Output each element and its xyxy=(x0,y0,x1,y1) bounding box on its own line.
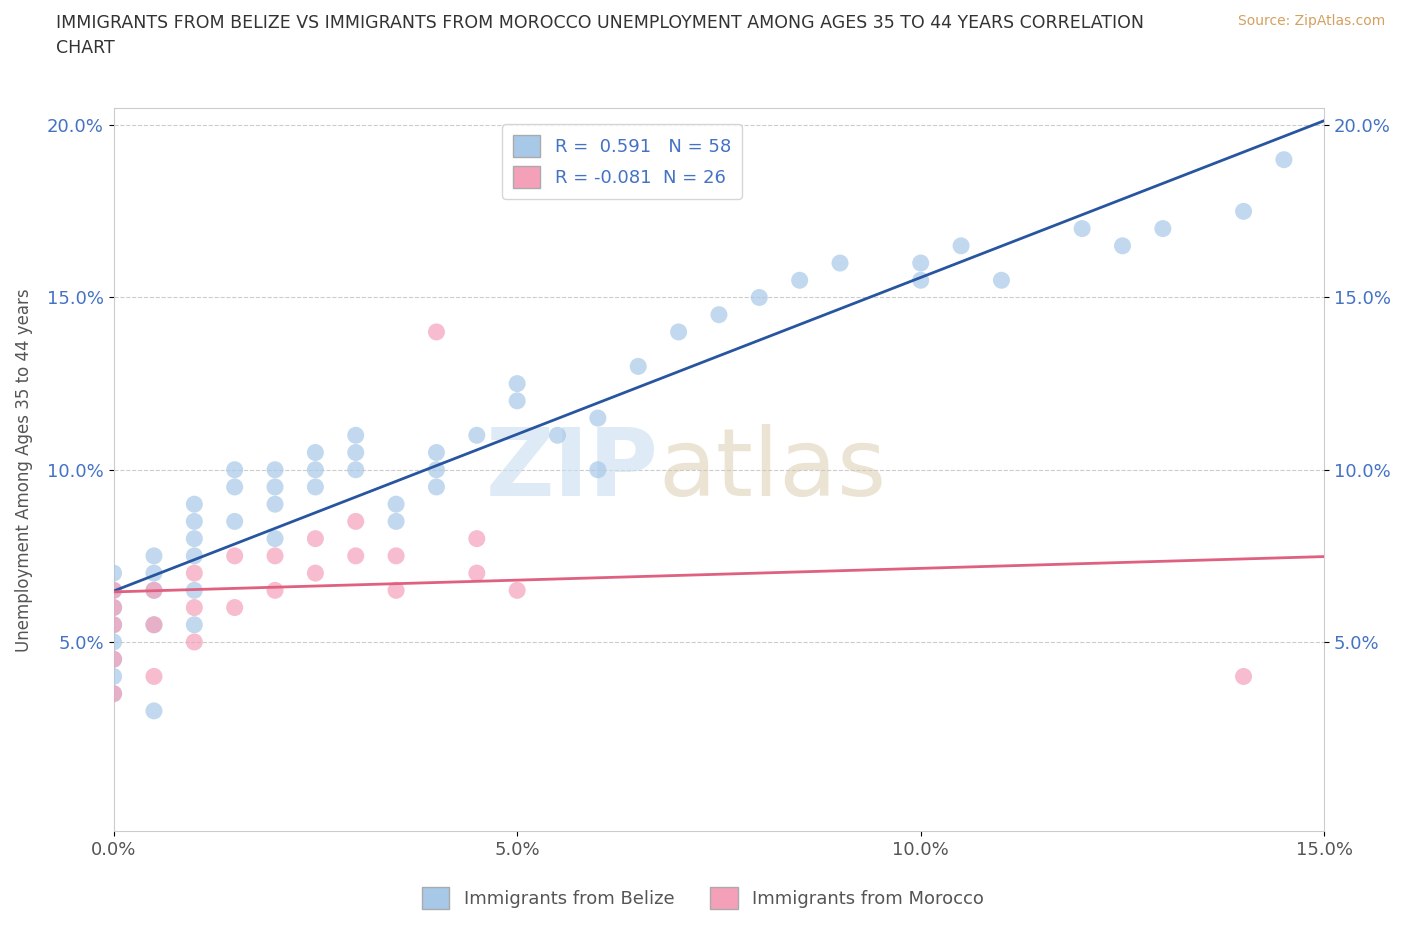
Point xyxy=(385,497,408,512)
Point xyxy=(385,514,408,529)
Point xyxy=(264,462,287,477)
Point xyxy=(183,549,205,564)
Point xyxy=(586,411,609,426)
Legend: Immigrants from Belize, Immigrants from Morocco: Immigrants from Belize, Immigrants from … xyxy=(415,880,991,916)
Point xyxy=(990,272,1012,287)
Point xyxy=(1111,238,1133,253)
Point xyxy=(748,290,770,305)
Point xyxy=(1071,221,1094,236)
Point xyxy=(103,652,125,667)
Point xyxy=(224,600,246,615)
Point xyxy=(103,686,125,701)
Point xyxy=(103,669,125,684)
Point xyxy=(506,583,529,598)
Point xyxy=(103,583,125,598)
Point xyxy=(183,618,205,632)
Point xyxy=(425,462,447,477)
Point xyxy=(586,462,609,477)
Point xyxy=(103,583,125,598)
Point xyxy=(103,600,125,615)
Point xyxy=(224,514,246,529)
Point xyxy=(910,272,932,287)
Point xyxy=(1272,153,1295,167)
Point xyxy=(224,549,246,564)
Text: atlas: atlas xyxy=(658,424,887,516)
Point xyxy=(264,480,287,495)
Point xyxy=(103,618,125,632)
Point xyxy=(344,445,367,460)
Text: ZIP: ZIP xyxy=(485,424,658,516)
Point xyxy=(506,393,529,408)
Point xyxy=(304,531,326,546)
Point xyxy=(425,480,447,495)
Point xyxy=(224,462,246,477)
Point xyxy=(465,531,488,546)
Point xyxy=(950,238,973,253)
Point xyxy=(264,531,287,546)
Point xyxy=(143,618,166,632)
Point xyxy=(828,256,851,271)
Point xyxy=(344,428,367,443)
Point xyxy=(707,307,730,322)
Point xyxy=(344,549,367,564)
Point xyxy=(506,376,529,391)
Point xyxy=(668,325,690,339)
Point xyxy=(183,565,205,580)
Point xyxy=(143,583,166,598)
Point xyxy=(143,618,166,632)
Point xyxy=(789,272,811,287)
Point xyxy=(425,445,447,460)
Point xyxy=(910,256,932,271)
Point xyxy=(183,600,205,615)
Point xyxy=(183,583,205,598)
Point xyxy=(385,549,408,564)
Point xyxy=(304,565,326,580)
Point xyxy=(103,686,125,701)
Point xyxy=(224,480,246,495)
Point xyxy=(143,583,166,598)
Point xyxy=(183,497,205,512)
Point xyxy=(547,428,569,443)
Point xyxy=(304,462,326,477)
Text: Source: ZipAtlas.com: Source: ZipAtlas.com xyxy=(1237,14,1385,28)
Point xyxy=(264,497,287,512)
Y-axis label: Unemployment Among Ages 35 to 44 years: Unemployment Among Ages 35 to 44 years xyxy=(15,288,32,652)
Point xyxy=(143,703,166,718)
Point xyxy=(627,359,650,374)
Point xyxy=(1232,204,1254,219)
Text: IMMIGRANTS FROM BELIZE VS IMMIGRANTS FROM MOROCCO UNEMPLOYMENT AMONG AGES 35 TO : IMMIGRANTS FROM BELIZE VS IMMIGRANTS FRO… xyxy=(56,14,1144,57)
Point xyxy=(1232,669,1254,684)
Point xyxy=(465,565,488,580)
Point xyxy=(143,549,166,564)
Point xyxy=(103,565,125,580)
Point xyxy=(425,325,447,339)
Point xyxy=(183,514,205,529)
Point xyxy=(103,600,125,615)
Point xyxy=(183,531,205,546)
Point xyxy=(385,583,408,598)
Legend: R =  0.591   N = 58, R = -0.081  N = 26: R = 0.591 N = 58, R = -0.081 N = 26 xyxy=(502,125,742,199)
Point xyxy=(304,480,326,495)
Point xyxy=(264,583,287,598)
Point xyxy=(103,652,125,667)
Point xyxy=(304,445,326,460)
Point xyxy=(344,462,367,477)
Point xyxy=(1152,221,1174,236)
Point xyxy=(264,549,287,564)
Point xyxy=(103,634,125,649)
Point xyxy=(183,634,205,649)
Point xyxy=(344,514,367,529)
Point xyxy=(143,565,166,580)
Point xyxy=(103,618,125,632)
Point xyxy=(143,669,166,684)
Point xyxy=(465,428,488,443)
